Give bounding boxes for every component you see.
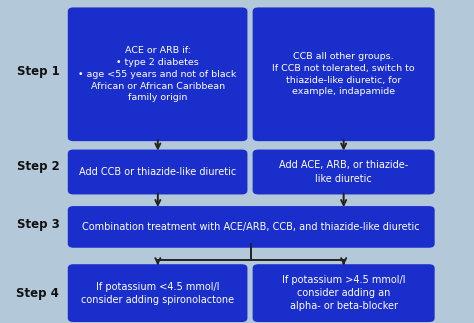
FancyBboxPatch shape: [253, 264, 435, 322]
FancyBboxPatch shape: [68, 150, 247, 194]
Text: Add ACE, ARB, or thiazide-
like diuretic: Add ACE, ARB, or thiazide- like diuretic: [279, 161, 408, 183]
FancyBboxPatch shape: [253, 7, 435, 141]
Text: Step 2: Step 2: [17, 160, 59, 173]
FancyBboxPatch shape: [253, 150, 435, 194]
FancyBboxPatch shape: [68, 264, 247, 322]
Text: If potassium >4.5 mmol/l
consider adding an
alpha- or beta-blocker: If potassium >4.5 mmol/l consider adding…: [282, 275, 405, 311]
FancyBboxPatch shape: [68, 7, 247, 141]
Text: Step 4: Step 4: [17, 287, 59, 300]
Text: Add CCB or thiazide-like diuretic: Add CCB or thiazide-like diuretic: [79, 167, 236, 177]
Text: CCB all other groups.
If CCB not tolerated, switch to
thiazide-like diuretic, fo: CCB all other groups. If CCB not tolerat…: [273, 52, 415, 97]
Text: Step 1: Step 1: [17, 65, 59, 78]
Text: If potassium <4.5 mmol/l
consider adding spironolactone: If potassium <4.5 mmol/l consider adding…: [81, 282, 234, 305]
Text: ACE or ARB if:
• type 2 diabetes
• age <55 years and not of black
African or Afr: ACE or ARB if: • type 2 diabetes • age <…: [78, 46, 237, 102]
FancyBboxPatch shape: [68, 206, 435, 248]
Text: Step 3: Step 3: [17, 218, 59, 231]
Text: Combination treatment with ACE/ARB, CCB, and thiazide-like diuretic: Combination treatment with ACE/ARB, CCB,…: [82, 222, 420, 232]
